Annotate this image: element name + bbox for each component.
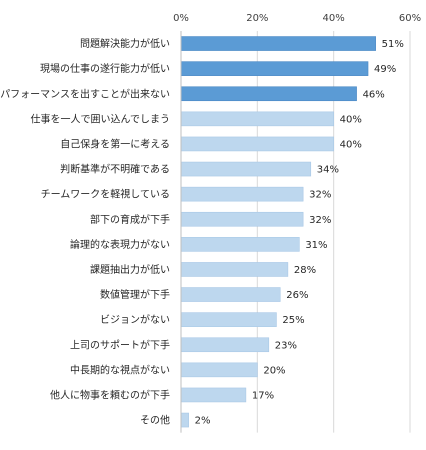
bar <box>180 412 189 428</box>
data-label: 20% <box>263 365 285 376</box>
data-label: 34% <box>317 165 339 176</box>
data-label: 28% <box>294 265 316 276</box>
category-label: 部下の育成が下手 <box>90 213 170 226</box>
bars <box>180 36 376 428</box>
data-label: 17% <box>252 390 274 401</box>
bar <box>180 337 270 353</box>
category-label: 現場の仕事の遂行能力が低い <box>40 62 170 75</box>
data-label: 23% <box>275 340 297 351</box>
data-label: 32% <box>309 190 331 201</box>
x-tick-label: 60% <box>399 13 421 24</box>
data-label: 31% <box>305 240 327 251</box>
category-label: 数値管理が下手 <box>100 288 170 301</box>
x-tick-label: 40% <box>323 13 345 24</box>
bar <box>180 237 300 252</box>
bar <box>180 111 334 127</box>
bar <box>180 136 334 152</box>
data-label: 40% <box>340 139 362 150</box>
data-label: 46% <box>363 89 385 100</box>
category-labels: 問題解決能力が低い現場の仕事の遂行能力が低いパフォーマンスを出すことが出来ない仕… <box>0 37 171 427</box>
bar <box>180 287 281 302</box>
data-label: 26% <box>286 290 308 301</box>
data-label: 51% <box>382 39 404 50</box>
x-tick-label: 20% <box>246 13 268 24</box>
category-label: 自己保身を第一に考える <box>60 137 170 150</box>
category-label: 論理的な表現力がない <box>70 238 170 251</box>
data-label: 2% <box>195 416 211 427</box>
bar <box>180 186 304 202</box>
category-label: 問題解決能力が低い <box>80 37 170 50</box>
bar <box>180 312 277 327</box>
category-label: 中長期的な視点がない <box>70 363 170 376</box>
category-label: 他人に物事を頼むのが下手 <box>50 388 170 401</box>
category-label: 判断基準が不明確である <box>60 163 170 176</box>
category-label: パフォーマンスを出すことが出来ない <box>0 87 170 100</box>
category-label: ビジョンがない <box>100 313 170 326</box>
category-label: チームワークを軽視している <box>41 188 170 201</box>
category-label: 上司のサポートが下手 <box>70 338 170 351</box>
category-label: 仕事を一人で囲い込んでしまう <box>31 112 171 125</box>
x-axis-ticks: 0% 20% 40% 60% <box>173 13 421 24</box>
x-tick-label: 0% <box>173 13 189 24</box>
bar <box>180 61 369 76</box>
data-label: 40% <box>340 114 362 125</box>
data-label: 49% <box>374 64 396 75</box>
value-labels: 51% 49% 46% 40% 40% 34% 32% 32% 31% 28% 26% 25% 23% 2… <box>195 39 404 427</box>
bar <box>180 36 376 51</box>
data-label: 25% <box>282 315 304 326</box>
bar <box>180 262 289 277</box>
bar <box>180 211 304 227</box>
category-label: その他 <box>140 414 170 427</box>
bar <box>180 362 258 378</box>
bar <box>180 86 357 102</box>
data-label: 32% <box>309 215 331 226</box>
bar <box>180 161 312 177</box>
category-label: 課題抽出力が低い <box>90 263 170 276</box>
bar <box>180 387 247 403</box>
